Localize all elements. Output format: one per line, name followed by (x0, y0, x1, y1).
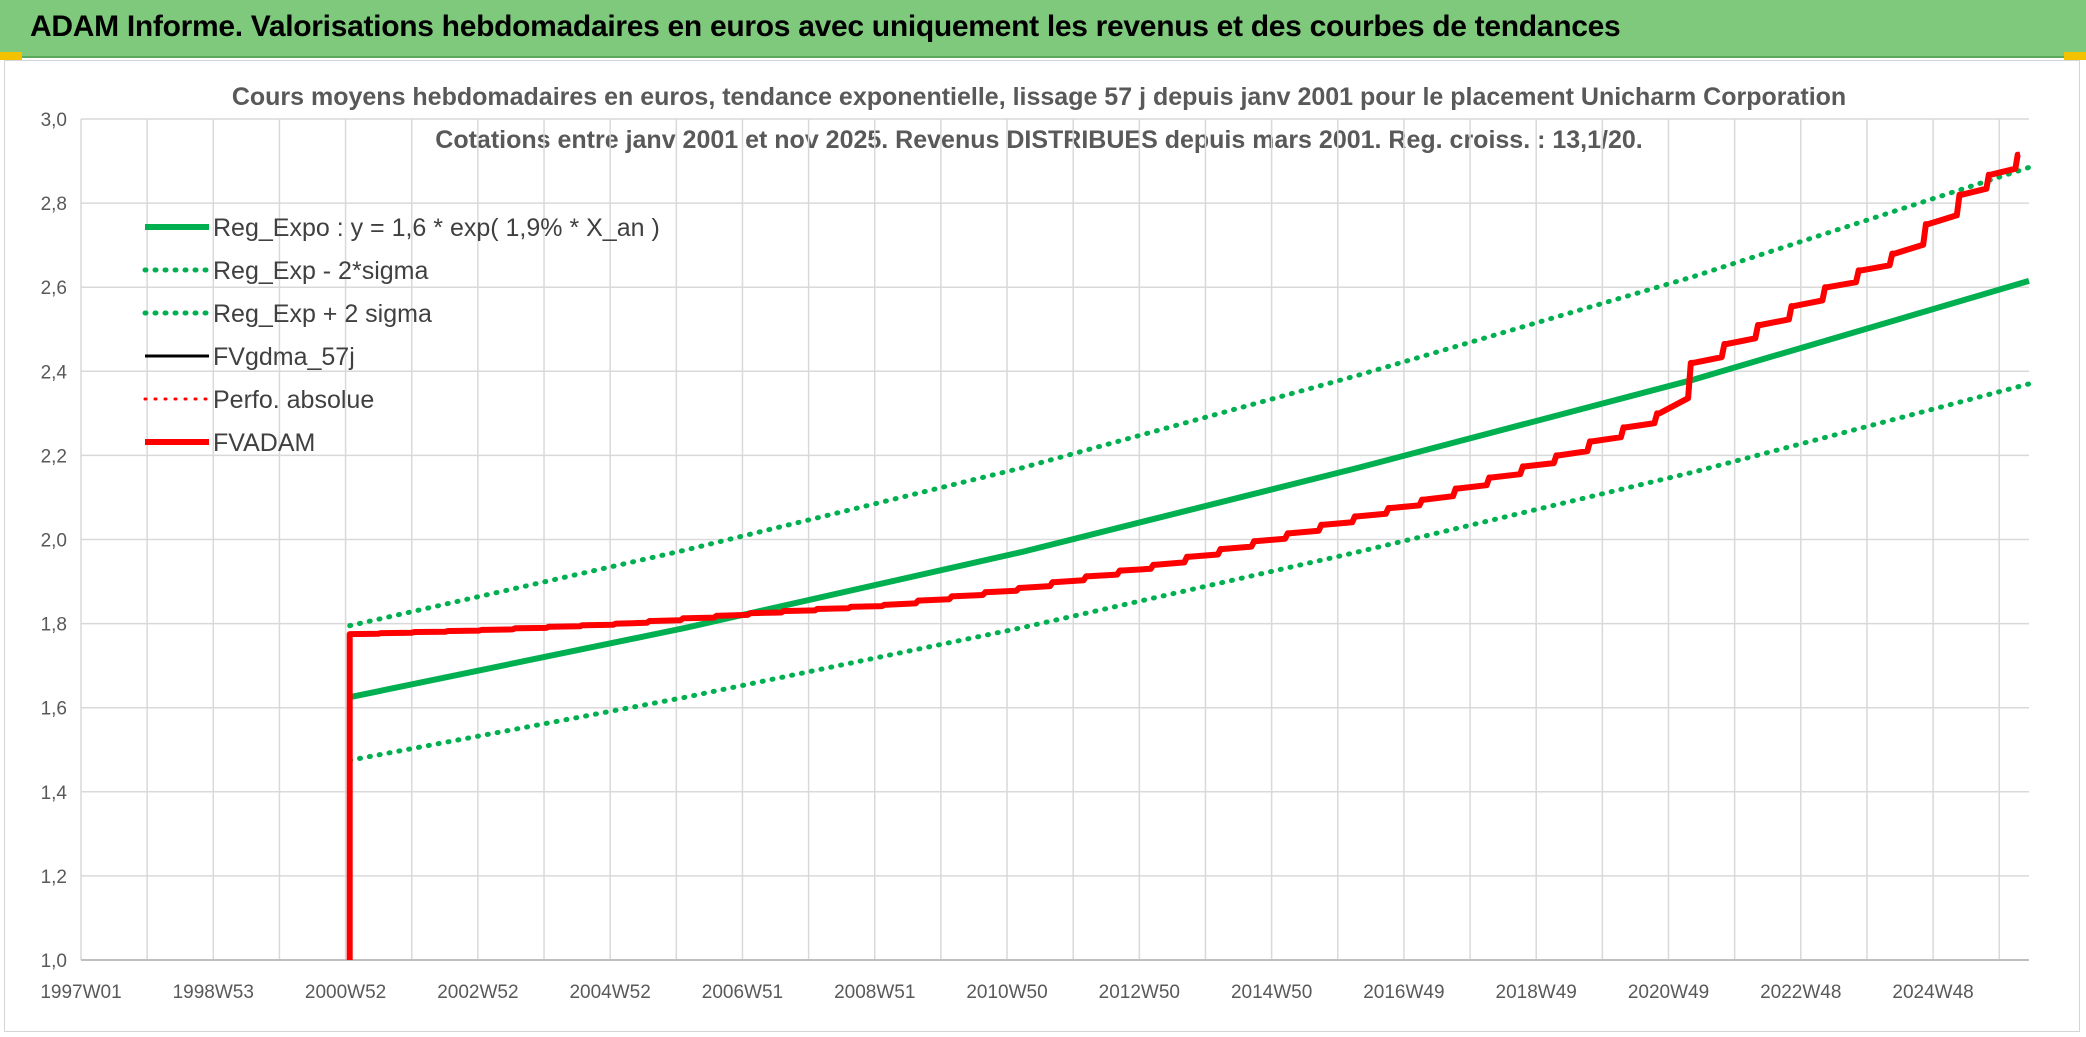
header-banner: ADAM Informe. Valorisations hebdomadaire… (0, 0, 2086, 58)
x-tick-label: 2000W52 (305, 982, 386, 1003)
legend-label: Perfo. absolue (213, 386, 374, 414)
legend: Reg_Expo : y = 1,6 * exp( 1,9% * X_an ) R… (142, 214, 660, 457)
chart-subtitle: Cotations entre janv 2001 et nov 2025. R… (435, 126, 1642, 154)
x-tick-label: 2022W48 (1760, 982, 1841, 1003)
x-tick-label: 2012W50 (1099, 982, 1180, 1003)
chart-area: Cours moyens hebdomadaires en euros, ten… (4, 60, 2080, 1032)
y-tick-label: 3,0 (41, 110, 67, 131)
x-tick-label: 1998W53 (173, 982, 254, 1003)
chart-title: Cours moyens hebdomadaires en euros, ten… (232, 83, 1846, 111)
x-tick-label: 2002W52 (437, 982, 518, 1003)
x-tick-label: 2020W49 (1628, 982, 1709, 1003)
x-tick-label: 2014W50 (1231, 982, 1312, 1003)
x-tick-label: 2016W49 (1363, 982, 1444, 1003)
legend-label: FVgdma_57j (213, 343, 355, 371)
series-line-1 (347, 381, 2032, 763)
corner-marker-left (0, 52, 22, 60)
y-tick-label: 2,8 (41, 194, 67, 215)
x-tick-label: 2010W50 (966, 982, 1047, 1003)
y-tick-label: 2,2 (41, 446, 67, 467)
x-tick-label: 2024W48 (1892, 982, 1973, 1003)
legend-label: Reg_Expo : y = 1,6 * exp( 1,9% * X_an ) (213, 214, 660, 242)
y-tick-label: 2,4 (41, 362, 68, 383)
series-line-5 (346, 151, 2021, 960)
series-line-0 (349, 278, 2030, 701)
y-tick-label: 1,6 (41, 699, 67, 720)
y-tick-label: 1,4 (41, 783, 68, 804)
y-tick-label: 1,8 (41, 615, 67, 636)
legend-label: Reg_Exp - 2*sigma (213, 257, 428, 285)
y-tick-label: 2,6 (41, 278, 67, 299)
x-tick-label: 2018W49 (1496, 982, 1577, 1003)
banner-title: ADAM Informe. Valorisations hebdomadaire… (30, 10, 1621, 43)
series-lines (346, 151, 2032, 960)
corner-marker-right (2064, 52, 2086, 60)
y-tick-label: 1,2 (41, 867, 67, 888)
y-tick-label: 2,0 (41, 531, 67, 552)
x-tick-label: 2004W52 (569, 982, 650, 1003)
x-tick-label: 1997W01 (40, 982, 121, 1003)
y-tick-label: 1,0 (41, 951, 67, 972)
x-tick-label: 2008W51 (834, 982, 915, 1003)
legend-label: Reg_Exp + 2 sigma (213, 300, 432, 328)
axes: 1,0 1,2 1,4 1,6 1,8 2,0 2,2 2,4 2,6 2,8 3,0 1997W01… (40, 110, 2029, 1003)
x-tick-label: 2006W51 (702, 982, 783, 1003)
legend-label: FVADAM (213, 429, 315, 457)
grid-lines (80, 118, 2029, 961)
line-chart: Cours moyens hebdomadaires en euros, ten… (40, 83, 2032, 1003)
